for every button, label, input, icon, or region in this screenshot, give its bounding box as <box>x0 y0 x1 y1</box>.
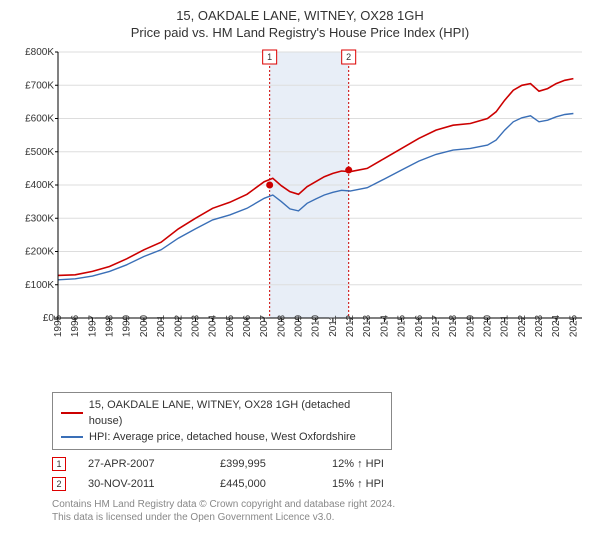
sale-badge: 1 <box>52 457 66 471</box>
svg-text:1998: 1998 <box>105 314 116 337</box>
svg-text:2010: 2010 <box>311 314 322 337</box>
title-subtitle: Price paid vs. HM Land Registry's House … <box>12 25 588 40</box>
svg-text:1: 1 <box>267 52 272 62</box>
svg-text:2025: 2025 <box>568 314 579 337</box>
svg-text:1997: 1997 <box>87 314 98 337</box>
svg-text:£200K: £200K <box>25 247 54 258</box>
svg-text:2005: 2005 <box>225 314 236 337</box>
sale-price: £399,995 <box>220 458 310 470</box>
sale-row: 1 27-APR-2007 £399,995 12% ↑ HPI <box>52 454 588 474</box>
sale-date: 27-APR-2007 <box>88 458 198 470</box>
svg-text:£800K: £800K <box>25 47 54 58</box>
legend-label: HPI: Average price, detached house, West… <box>89 429 356 445</box>
svg-text:2011: 2011 <box>328 315 339 337</box>
chart-svg: £0£100K£200K£300K£400K£500K£600K£700K£80… <box>12 46 588 386</box>
legend-label: 15, OAKDALE LANE, WITNEY, OX28 1GH (deta… <box>89 397 383 429</box>
footer-line: Contains HM Land Registry data © Crown c… <box>52 498 588 511</box>
svg-text:2021: 2021 <box>500 314 511 337</box>
svg-text:2016: 2016 <box>414 314 425 337</box>
legend-item: 15, OAKDALE LANE, WITNEY, OX28 1GH (deta… <box>61 397 383 429</box>
legend-item: HPI: Average price, detached house, West… <box>61 429 383 445</box>
svg-text:2024: 2024 <box>551 314 562 337</box>
svg-text:2020: 2020 <box>483 314 494 337</box>
svg-text:2019: 2019 <box>465 314 476 337</box>
svg-text:£700K: £700K <box>25 80 54 91</box>
chart: £0£100K£200K£300K£400K£500K£600K£700K£80… <box>12 46 588 386</box>
legend-swatch <box>61 436 83 438</box>
legend: 15, OAKDALE LANE, WITNEY, OX28 1GH (deta… <box>52 392 392 450</box>
title-address: 15, OAKDALE LANE, WITNEY, OX28 1GH <box>12 8 588 23</box>
svg-text:2003: 2003 <box>190 314 201 337</box>
titles: 15, OAKDALE LANE, WITNEY, OX28 1GH Price… <box>12 8 588 40</box>
sale-date: 30-NOV-2011 <box>88 478 198 490</box>
footer-line: This data is licensed under the Open Gov… <box>52 511 588 524</box>
svg-text:2014: 2014 <box>379 314 390 337</box>
svg-text:£300K: £300K <box>25 213 54 224</box>
sale-hpi: 12% ↑ HPI <box>332 458 442 470</box>
sale-badge: 2 <box>52 477 66 491</box>
svg-text:2013: 2013 <box>362 314 373 337</box>
sale-hpi: 15% ↑ HPI <box>332 478 442 490</box>
sale-row: 2 30-NOV-2011 £445,000 15% ↑ HPI <box>52 474 588 494</box>
svg-text:2008: 2008 <box>276 314 287 337</box>
svg-text:2004: 2004 <box>208 314 219 337</box>
svg-text:£400K: £400K <box>25 180 54 191</box>
sales-table: 1 27-APR-2007 £399,995 12% ↑ HPI 2 30-NO… <box>52 454 588 494</box>
footer: Contains HM Land Registry data © Crown c… <box>52 498 588 524</box>
svg-text:2006: 2006 <box>242 314 253 337</box>
svg-text:2001: 2001 <box>156 314 167 337</box>
svg-text:1999: 1999 <box>122 314 133 337</box>
svg-text:1995: 1995 <box>53 314 64 337</box>
svg-text:2023: 2023 <box>534 314 545 337</box>
svg-text:2000: 2000 <box>139 314 150 337</box>
svg-text:2022: 2022 <box>517 314 528 337</box>
svg-text:2015: 2015 <box>397 314 408 337</box>
svg-text:2009: 2009 <box>294 314 305 337</box>
svg-text:2012: 2012 <box>345 314 356 337</box>
svg-text:2007: 2007 <box>259 314 270 337</box>
chart-container: 15, OAKDALE LANE, WITNEY, OX28 1GH Price… <box>0 0 600 560</box>
svg-text:2017: 2017 <box>431 314 442 337</box>
legend-swatch <box>61 412 83 414</box>
svg-text:2: 2 <box>346 52 351 62</box>
svg-text:2002: 2002 <box>173 314 184 337</box>
sale-price: £445,000 <box>220 478 310 490</box>
svg-text:£100K: £100K <box>25 280 54 291</box>
svg-text:£500K: £500K <box>25 147 54 158</box>
svg-text:£600K: £600K <box>25 114 54 125</box>
svg-text:1996: 1996 <box>70 314 81 337</box>
svg-text:2018: 2018 <box>448 314 459 337</box>
